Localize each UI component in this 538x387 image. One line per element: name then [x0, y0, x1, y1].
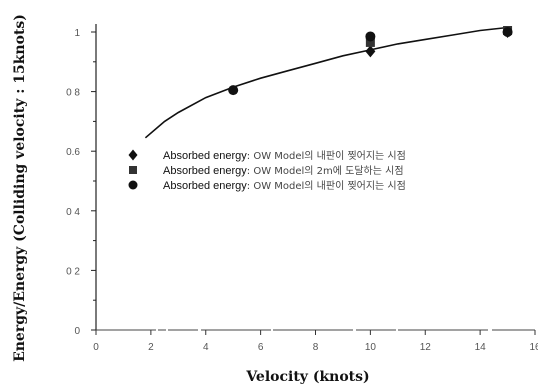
legend-entry-detail: : OW Model의 2m에 도달하는 시점: [247, 164, 404, 177]
x-axis-label: Velocity (knots): [245, 369, 369, 385]
legend-entry: Absorbed energy: OW Model의 내판이 찢어지는 시점: [163, 150, 406, 162]
x-tick-label: 10: [365, 342, 377, 353]
legend-entry-main: Absorbed energy: [163, 180, 247, 192]
x-tick-label: 14: [475, 342, 487, 353]
y-tick-label: 0 4: [66, 207, 80, 218]
legend-entry: Absorbed energy: OW Model의 2m에 도달하는 시점: [163, 164, 404, 177]
y-tick-label: 0: [74, 326, 80, 337]
legend-marker-diamond: [128, 149, 138, 161]
legend-entry-detail: : OW Model의 내판이 찢어지는 시점: [247, 150, 406, 162]
data-point-circle: [502, 27, 513, 37]
fit-curve-layer: [144, 26, 508, 139]
x-tick-label: 0: [93, 342, 99, 353]
y-axis-label: Energy/Energy (Colliding velocity : 15kn…: [12, 14, 28, 362]
legend-entry-detail: : OW Model의 내판이 찢어지는 시점: [247, 180, 406, 192]
x-tick-label: 16: [529, 342, 538, 353]
data-point-circle: [228, 85, 239, 96]
legend-marker-square: [129, 166, 137, 174]
y-tick-label: 0.6: [66, 147, 80, 158]
y-tick-label: 0 2: [66, 266, 80, 277]
ticks: 00 20 40.60 810 2 4 6 8 10 12 14 16: [66, 28, 538, 353]
y-tick-label: 0 8: [66, 88, 80, 99]
x-tick-label: 2: [148, 342, 154, 353]
x-tick-label: 8: [313, 342, 319, 353]
axes: [95, 24, 535, 331]
data-point-diamond: [365, 45, 376, 58]
points-layer: [228, 26, 513, 96]
x-tick-label: 6: [258, 342, 264, 353]
x-tick-label: 12: [420, 342, 432, 353]
legend: Absorbed energy: OW Model의 내판이 찢어지는 시점Ab…: [128, 149, 406, 192]
legend-marker-circle: [128, 180, 138, 190]
y-tick-label: 1: [74, 28, 80, 39]
data-point-circle: [365, 31, 376, 42]
legend-entry-main: Absorbed energy: [163, 165, 247, 177]
x-tick-label: 4: [203, 342, 209, 353]
fit-curve: [144, 26, 508, 139]
legend-entry-main: Absorbed energy: [163, 150, 247, 162]
legend-entry: Absorbed energy: OW Model의 내판이 찢어지는 시점: [163, 180, 406, 192]
data-point-square: [365, 37, 375, 47]
